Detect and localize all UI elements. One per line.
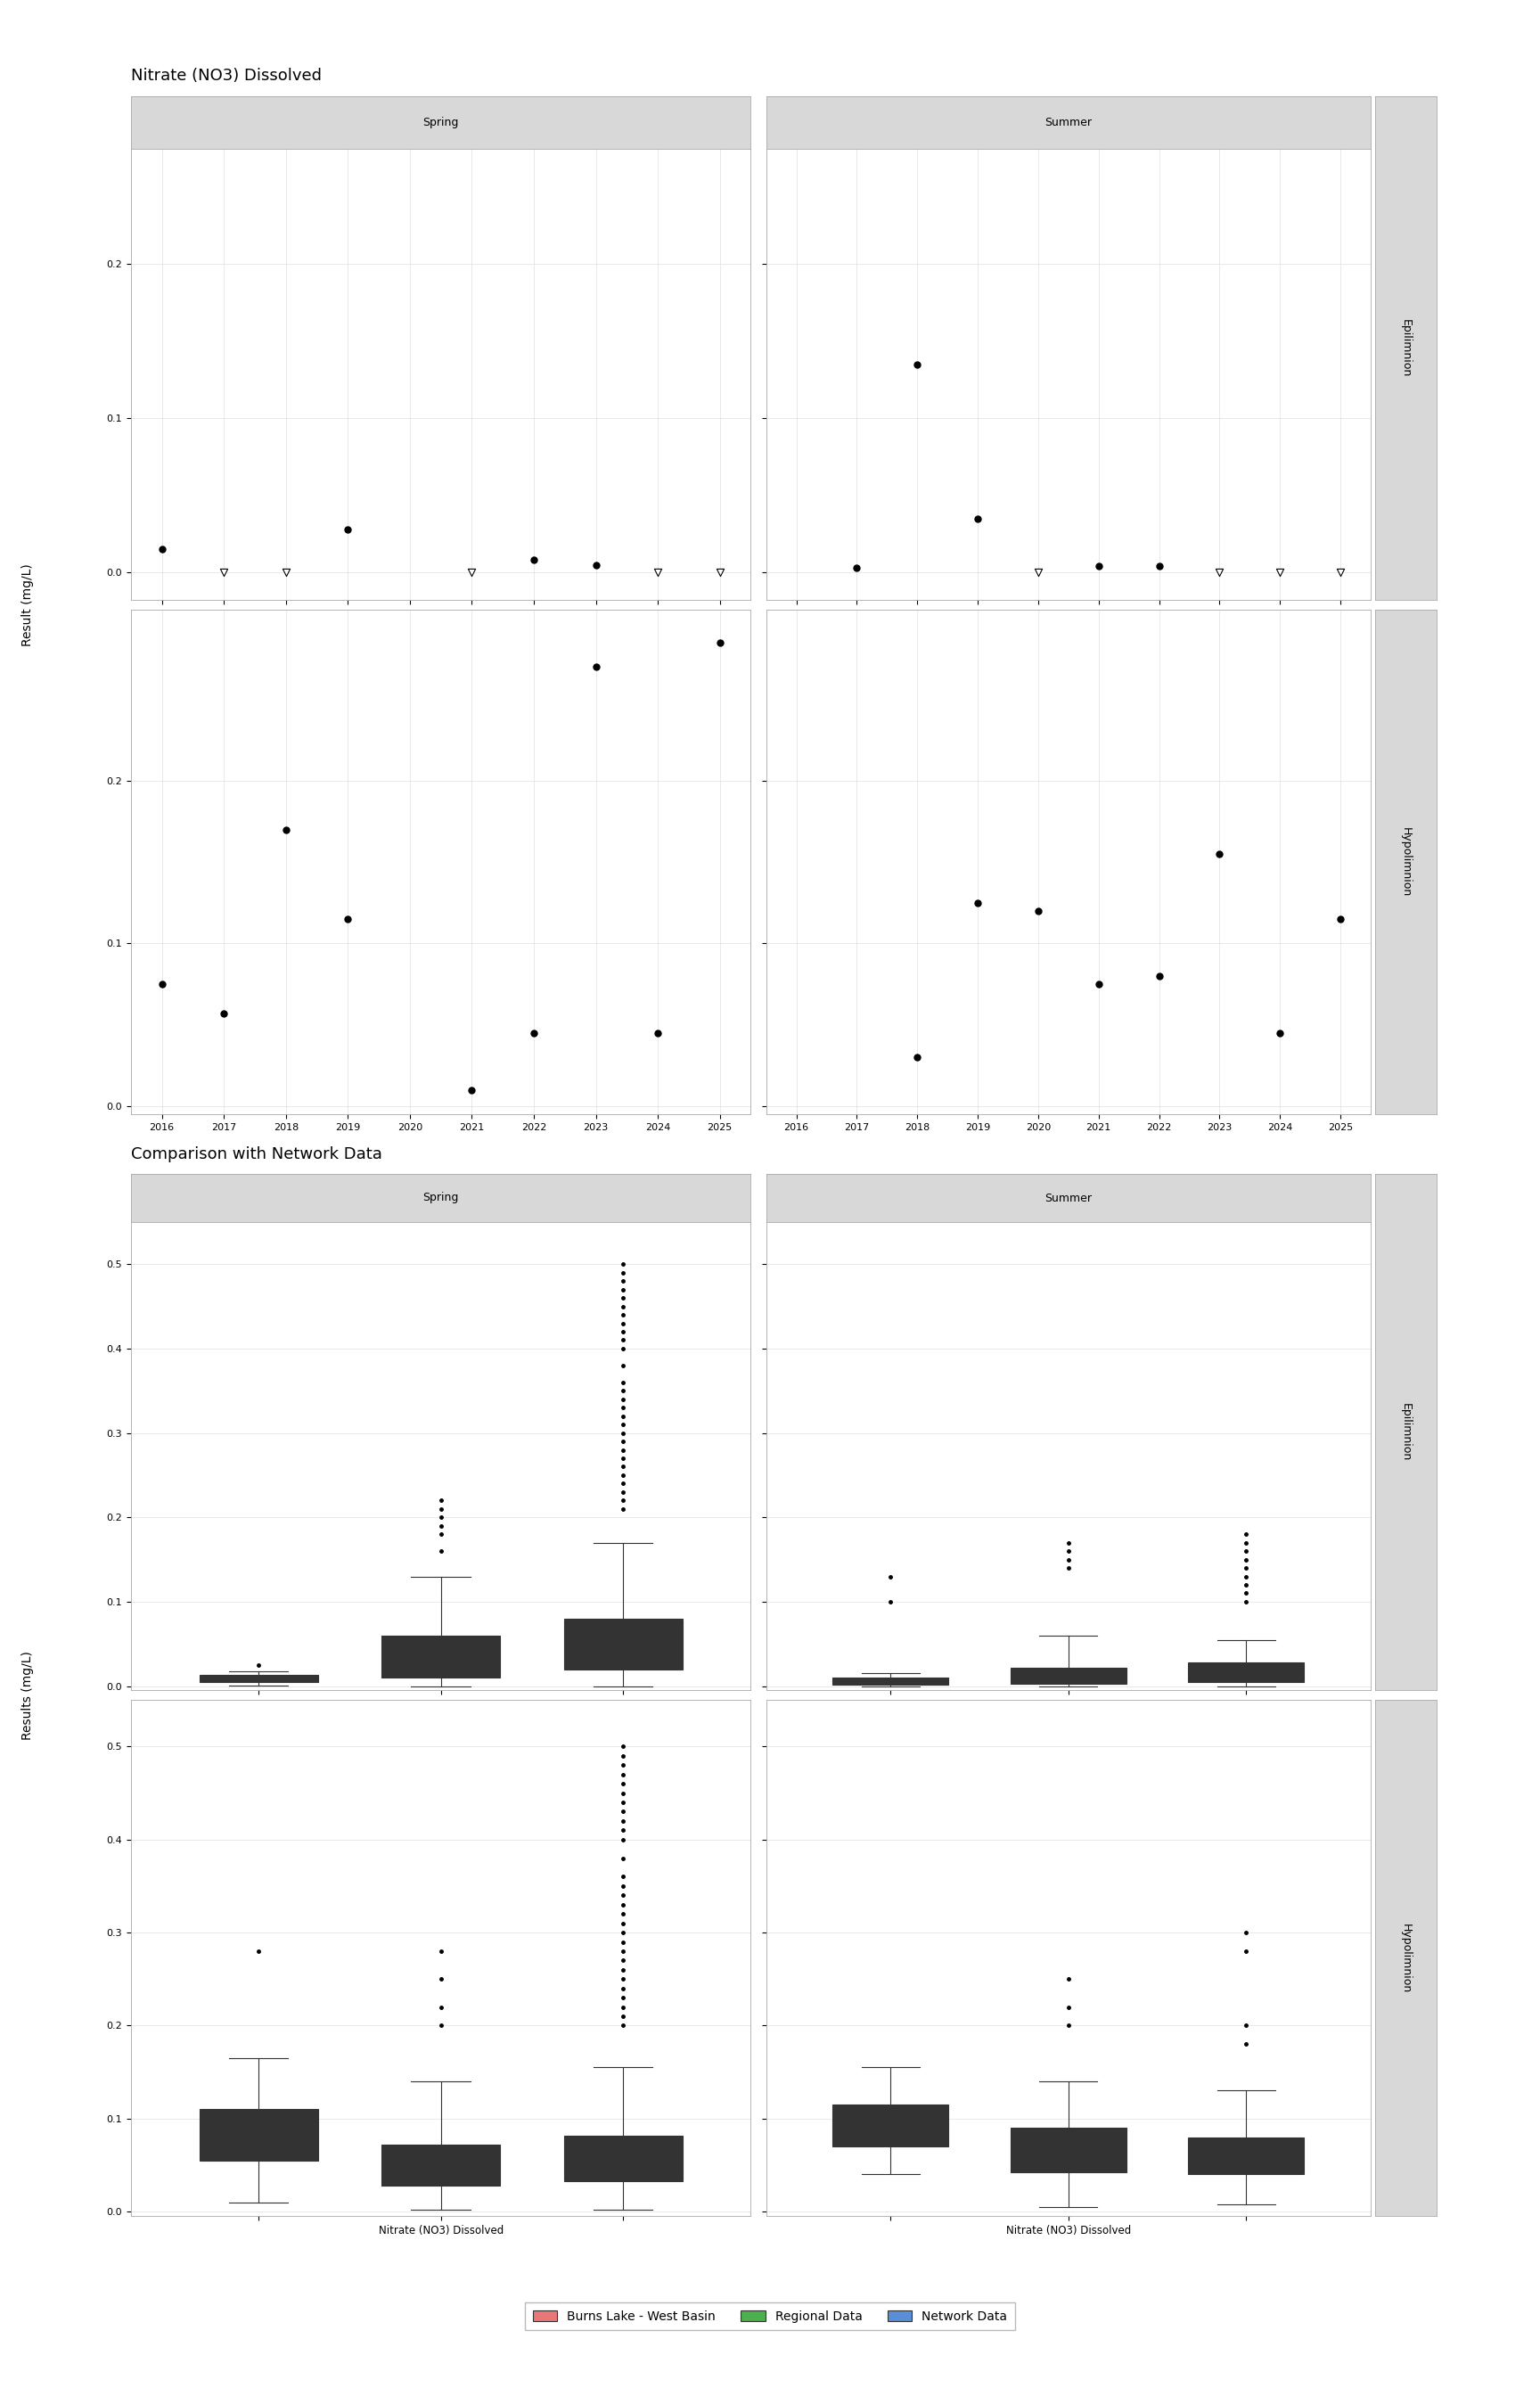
PathPatch shape — [382, 1636, 501, 1677]
Point — [459, 553, 484, 592]
Point — [1327, 553, 1352, 592]
Text: Epilimnion: Epilimnion — [1400, 319, 1412, 376]
Point — [1026, 553, 1050, 592]
Point — [522, 1014, 547, 1052]
PathPatch shape — [199, 2108, 317, 2161]
Point — [1026, 891, 1050, 930]
Point — [584, 647, 608, 685]
Text: Spring: Spring — [424, 1193, 459, 1203]
Text: Hypolimnion: Hypolimnion — [1400, 827, 1412, 896]
PathPatch shape — [564, 2135, 682, 2180]
PathPatch shape — [1010, 2128, 1126, 2173]
Text: Spring: Spring — [424, 117, 459, 127]
Point — [645, 1014, 670, 1052]
Point — [459, 1071, 484, 1109]
Text: Summer: Summer — [1044, 117, 1092, 127]
Text: Nitrate (NO3) Dissolved: Nitrate (NO3) Dissolved — [131, 67, 322, 84]
Point — [966, 884, 990, 922]
PathPatch shape — [1189, 1663, 1304, 1682]
Text: Summer: Summer — [1044, 1193, 1092, 1203]
PathPatch shape — [1010, 1668, 1126, 1684]
Point — [274, 810, 299, 848]
Point — [966, 498, 990, 537]
Point — [336, 901, 360, 939]
PathPatch shape — [833, 2104, 949, 2147]
Point — [906, 345, 930, 383]
Point — [211, 553, 236, 592]
PathPatch shape — [833, 1677, 949, 1684]
Point — [906, 1037, 930, 1076]
Text: Hypolimnion: Hypolimnion — [1400, 1924, 1412, 1993]
Point — [211, 994, 236, 1033]
Point — [707, 553, 732, 592]
Point — [1147, 546, 1172, 585]
Point — [1147, 956, 1172, 994]
Point — [645, 553, 670, 592]
Point — [844, 549, 869, 587]
Point — [1267, 1014, 1292, 1052]
PathPatch shape — [382, 2144, 501, 2185]
Point — [1086, 546, 1110, 585]
Point — [1086, 966, 1110, 1004]
Point — [1267, 553, 1292, 592]
Legend: Burns Lake - West Basin, Regional Data, Network Data: Burns Lake - West Basin, Regional Data, … — [525, 2303, 1015, 2329]
Point — [1327, 901, 1352, 939]
Point — [1207, 834, 1232, 872]
PathPatch shape — [199, 1675, 317, 1682]
Point — [707, 623, 732, 661]
Text: Epilimnion: Epilimnion — [1400, 1404, 1412, 1462]
Point — [522, 541, 547, 580]
Text: Result (mg/L): Result (mg/L) — [22, 563, 34, 647]
Point — [149, 966, 174, 1004]
Text: Comparison with Network Data: Comparison with Network Data — [131, 1145, 382, 1162]
Point — [274, 553, 299, 592]
Point — [336, 510, 360, 549]
PathPatch shape — [1189, 2137, 1304, 2176]
Point — [584, 546, 608, 585]
Point — [1207, 553, 1232, 592]
Text: Results (mg/L): Results (mg/L) — [22, 1651, 34, 1739]
Point — [149, 530, 174, 568]
PathPatch shape — [564, 1620, 682, 1670]
